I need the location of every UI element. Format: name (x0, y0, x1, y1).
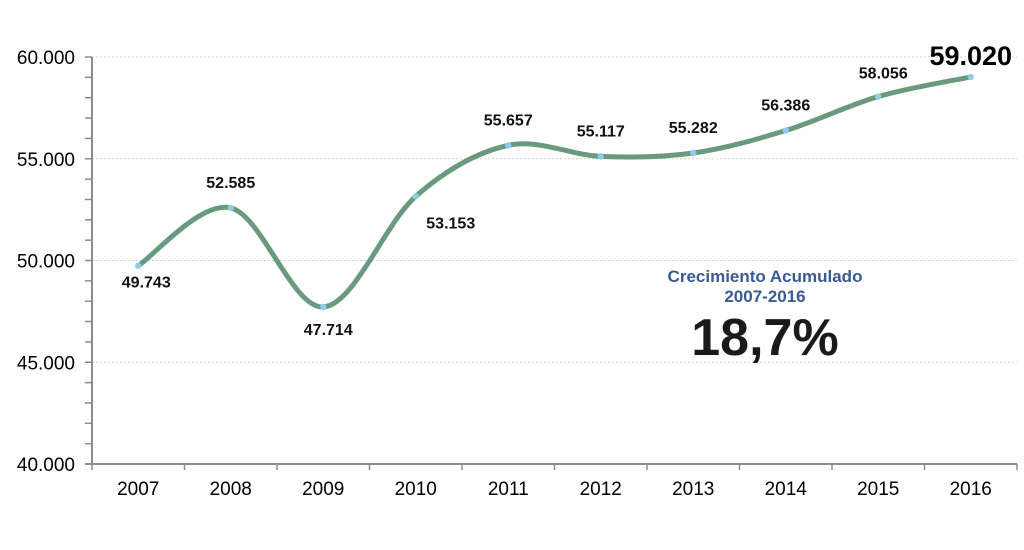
annotation-title-line1: Crecimiento Acumulado (668, 267, 863, 286)
data-label: 49.743 (122, 275, 171, 292)
x-axis-ticks: 2007 2008 2009 2010 2011 2012 2013 2014 2015 2016 (91, 464, 1018, 500)
data-label: 59.020 (929, 41, 1012, 71)
data-label: 55.282 (669, 120, 718, 137)
data-marker (135, 262, 142, 269)
data-labels: 49.743 52.585 47.714 53.153 55.657 55.117 55.2… (122, 41, 1012, 339)
x-tick-label: 2010 (395, 479, 437, 500)
x-tick-label: 2015 (857, 479, 899, 500)
annotation-value: 18,7% (691, 309, 838, 367)
y-tick-label: 60.000 (17, 48, 75, 69)
data-marker (227, 204, 234, 212)
x-tick-label: 2016 (950, 479, 992, 500)
data-label: 55.657 (484, 112, 533, 129)
data-marker (875, 93, 882, 100)
x-tick-label: 2007 (117, 479, 159, 500)
y-tick-label: 45.000 (17, 353, 75, 374)
data-label: 53.153 (426, 215, 475, 232)
x-tick-label: 2013 (672, 479, 714, 500)
y-tick-label: 55.000 (17, 150, 75, 171)
annotation: Crecimiento Acumulado 2007-2016 18,7% (668, 267, 863, 367)
data-marker (967, 73, 974, 81)
x-tick-label: 2009 (302, 479, 344, 500)
y-tick-label: 40.000 (17, 455, 75, 476)
data-label: 52.585 (206, 175, 255, 192)
y-axis-ticks: 40.000 45.000 50.000 55.000 60.000 (17, 48, 92, 476)
x-tick-label: 2014 (765, 479, 808, 500)
annotation-title-line2: 2007-2016 (724, 287, 805, 306)
data-label: 47.714 (304, 322, 353, 339)
data-marker (597, 153, 604, 160)
data-marker (412, 193, 419, 200)
data-label: 55.117 (577, 123, 625, 140)
y-tick-label: 50.000 (17, 252, 75, 273)
data-marker (505, 142, 512, 149)
x-tick-label: 2011 (488, 479, 529, 500)
x-tick-label: 2012 (580, 479, 622, 500)
data-marker (782, 127, 789, 134)
data-label: 58.056 (859, 66, 908, 83)
x-tick-label: 2008 (210, 479, 252, 500)
series-line (135, 74, 974, 310)
data-label: 56.386 (761, 98, 810, 115)
data-marker (320, 303, 327, 311)
data-marker (690, 149, 697, 157)
data-markers (135, 73, 974, 311)
